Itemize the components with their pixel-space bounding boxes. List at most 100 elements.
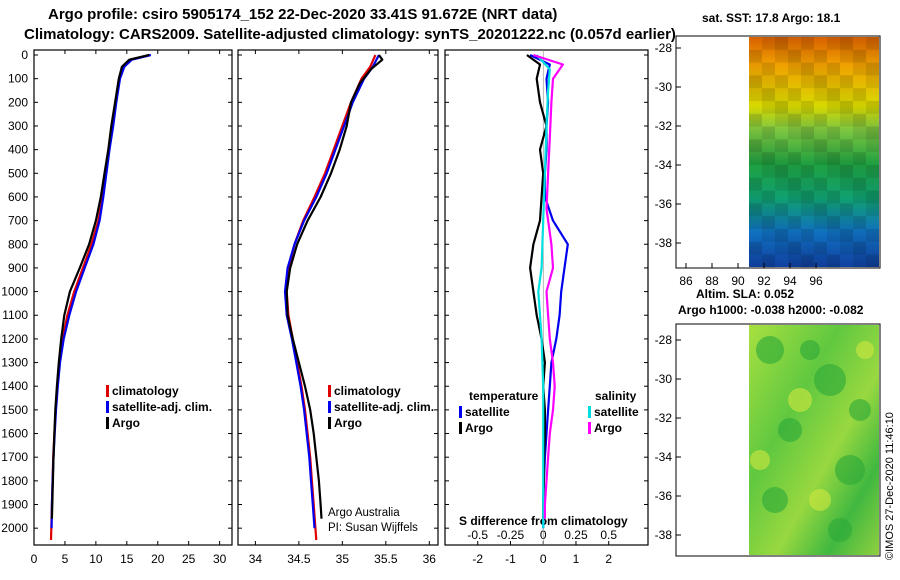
sst-pixel [866, 62, 879, 76]
sst-pixel [801, 165, 814, 178]
sst-pixel [827, 203, 840, 217]
series-line-s-argo [533, 53, 565, 519]
sst-pixel [814, 113, 827, 127]
sst-pixel [788, 113, 801, 127]
depth-tick-label: 1800 [1, 474, 28, 488]
sst-pixel [762, 88, 775, 101]
sst-pixel [788, 49, 801, 63]
legend-swatch [328, 401, 331, 413]
sst-pixel [853, 165, 866, 178]
x-tick-label: 35.5 [374, 552, 398, 566]
sst-pixel [814, 139, 827, 153]
sst-pixel [788, 229, 801, 242]
sst-pixel [814, 49, 827, 63]
sst-pixel [749, 113, 762, 127]
sst-pixel [840, 139, 853, 153]
sst-pixel [801, 37, 814, 50]
sla-lat-label: -38 [655, 528, 673, 542]
sst-pixel [788, 101, 801, 114]
legend-swatch [459, 406, 462, 418]
sst-pixel [866, 177, 879, 191]
panel-frame [444, 49, 649, 546]
sla-map-title-1: Altim. SLA: 0.052 [696, 287, 794, 301]
sst-pixel [788, 190, 801, 204]
sst-pixel [749, 49, 762, 63]
sst-pixel [801, 75, 814, 89]
series-line-climatology [285, 54, 377, 541]
x-tick-label: 34.5 [287, 552, 311, 566]
depth-tick-label: 1300 [1, 356, 28, 370]
s-tick-label: -0.25 [497, 528, 525, 542]
legend-swatch [106, 417, 109, 429]
sst-pixel [762, 152, 775, 165]
sst-pixel [853, 241, 866, 255]
sla-feature [788, 388, 812, 412]
sst-pixel [866, 126, 879, 140]
sst-pixel [840, 152, 853, 165]
series-line-s-satellite [535, 54, 551, 529]
depth-tick-label: 1100 [2, 308, 28, 322]
sst-pixel [801, 177, 814, 191]
x-tick-label: 5 [62, 552, 69, 566]
sst-pixel [775, 49, 788, 63]
depth-tick-label: 1700 [1, 450, 28, 464]
sst-pixel [749, 216, 762, 229]
sst-pixel [866, 75, 879, 89]
x-tick-label: 15 [120, 552, 134, 566]
sst-lon-label: 86 [679, 274, 693, 288]
x-tick-label: -1 [505, 552, 516, 566]
legend-temperature-heading: temperature [469, 389, 539, 403]
sst-pixel [814, 216, 827, 229]
sst-pixel [775, 152, 788, 165]
series-line-satellite-adj-clim- [50, 53, 152, 529]
sst-pixel [827, 254, 840, 268]
sla-feature [762, 487, 788, 513]
sst-pixel [749, 190, 762, 204]
x-tick-label: 30 [213, 552, 227, 566]
sst-pixel [749, 75, 762, 89]
sst-pixel [840, 165, 853, 178]
depth-tick-label: 1400 [1, 379, 28, 393]
legend-label: satellite [465, 405, 510, 419]
sst-pixel [853, 62, 866, 76]
sst-pixel [866, 37, 879, 50]
sst-pixel [749, 88, 762, 101]
sst-pixel [801, 139, 814, 153]
depth-tick-label: 1000 [1, 285, 28, 299]
sla-lat-label: -28 [655, 333, 673, 347]
sst-pixel [827, 101, 840, 114]
sst-pixel [853, 216, 866, 229]
sst-pixel [866, 241, 879, 255]
sst-pixel [788, 216, 801, 229]
sst-pixel [775, 75, 788, 89]
legend-label: climatology [112, 384, 179, 398]
depth-tick-label: 1200 [1, 332, 28, 346]
sla-lat-label: -34 [655, 450, 673, 464]
sst-pixel [762, 203, 775, 217]
sst-pixel [827, 37, 840, 50]
sst-pixel [840, 37, 853, 50]
sst-pixel [788, 126, 801, 140]
x-tick-label: 35 [336, 552, 350, 566]
sst-pixel [762, 37, 775, 50]
sst-pixel [788, 165, 801, 178]
sst-pixel [788, 37, 801, 50]
sst-pixel [801, 113, 814, 127]
sst-pixel [840, 75, 853, 89]
depth-tick-label: 500 [8, 166, 28, 180]
sst-lat-label: -28 [655, 41, 673, 55]
sst-pixel [801, 49, 814, 63]
sst-pixel [840, 241, 853, 255]
sst-pixel [827, 216, 840, 229]
sst-pixel [775, 37, 788, 50]
sst-pixel [866, 101, 879, 114]
legend-label: Argo [465, 421, 493, 435]
depth-tick-label: 800 [8, 237, 28, 251]
sst-pixel [762, 254, 775, 268]
sst-pixel [827, 126, 840, 140]
sst-pixel [762, 229, 775, 242]
sst-pixel [840, 203, 853, 217]
series-line-t-argo [526, 54, 548, 519]
legend-label: satellite [594, 405, 639, 419]
